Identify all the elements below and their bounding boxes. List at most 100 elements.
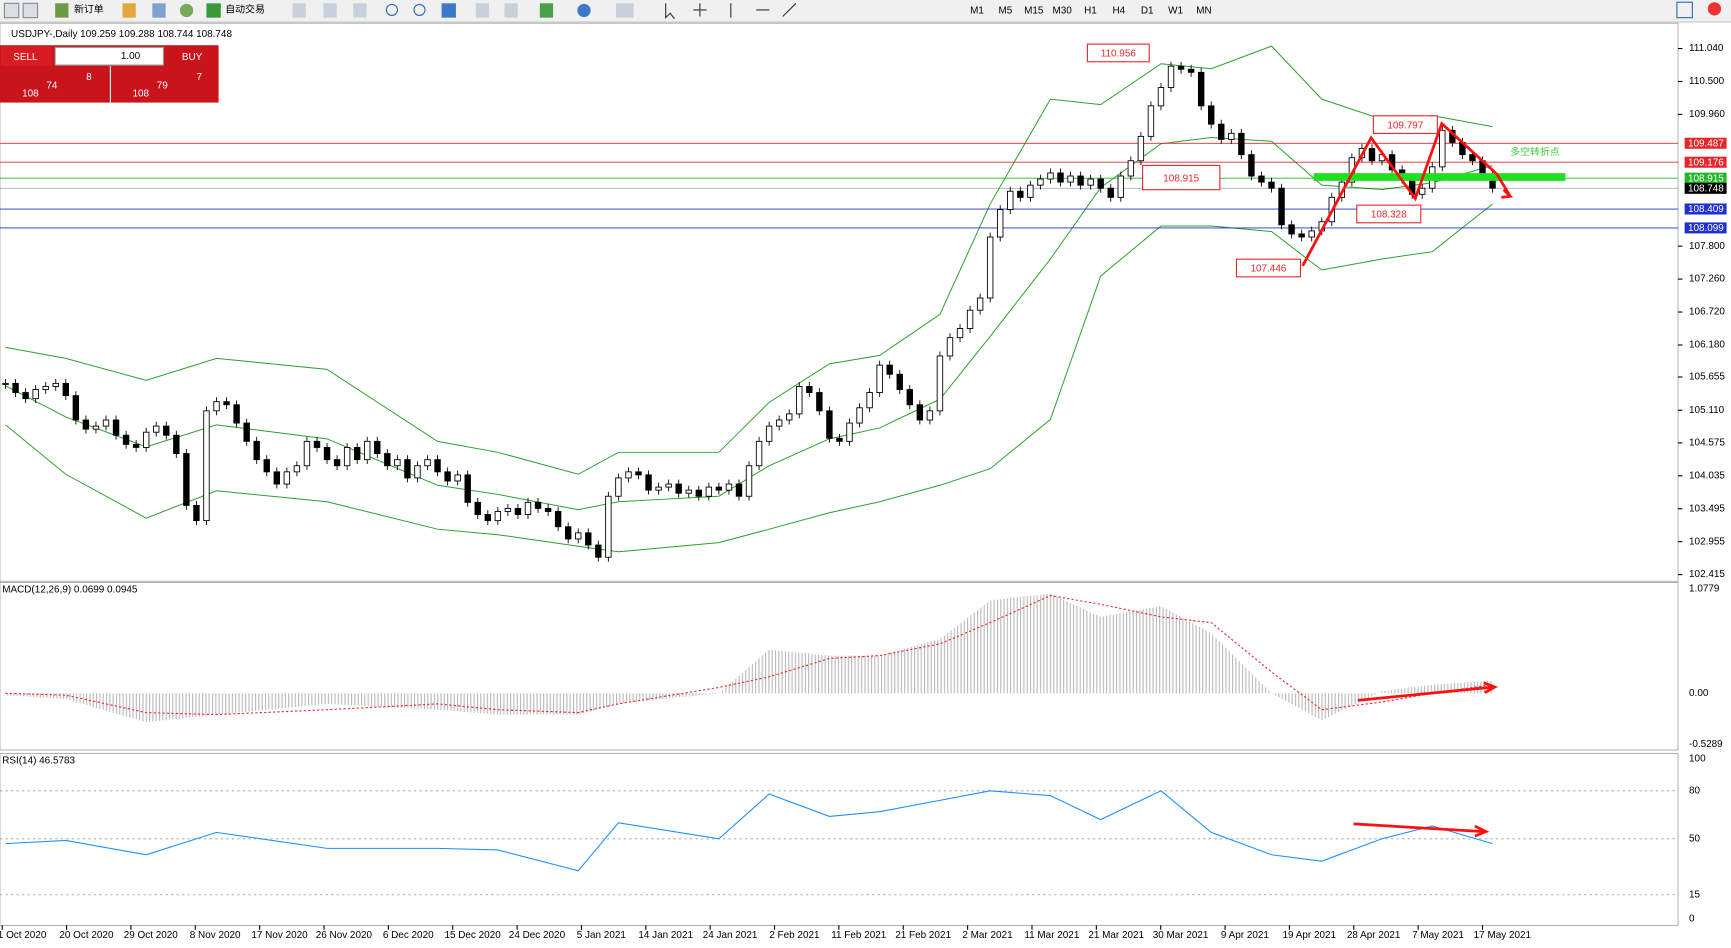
price-tick-label: 106.180	[1689, 340, 1725, 351]
date-label: 29 Oct 2020	[124, 930, 179, 941]
candle	[956, 328, 964, 339]
date-label: 24 Dec 2020	[509, 930, 566, 941]
price-big[interactable]: 108	[22, 88, 39, 99]
icon[interactable]	[3, 2, 20, 19]
icon[interactable]	[475, 3, 490, 18]
arrow	[1353, 822, 1484, 833]
candle	[1258, 175, 1265, 183]
date-label: 9 Apr 2021	[1221, 930, 1270, 941]
rsi-tick-label: 100	[1689, 753, 1706, 764]
icon[interactable]	[323, 3, 337, 18]
price-big[interactable]: 108	[132, 88, 149, 99]
candle	[1298, 233, 1305, 238]
price-main[interactable]: 74	[46, 81, 58, 92]
candle	[1037, 178, 1044, 186]
arrow	[1501, 188, 1514, 199]
candle	[886, 364, 893, 375]
bollinger-upper	[5, 45, 1493, 475]
timeframe-button[interactable]: M5	[998, 6, 1012, 17]
price-tick-label: 111.040	[1689, 43, 1724, 54]
price-tag	[1684, 182, 1727, 194]
timeframe-button[interactable]: W1	[1168, 6, 1183, 17]
date-label: 8 Nov 2020	[190, 930, 241, 941]
icon[interactable]	[292, 3, 306, 18]
candle	[12, 382, 19, 393]
candle	[765, 425, 773, 442]
timeframe-button[interactable]: M15	[1024, 6, 1044, 17]
candle	[1368, 148, 1376, 162]
lot-input[interactable]	[54, 46, 164, 66]
candle	[313, 440, 321, 448]
timeframe-button[interactable]: H1	[1084, 6, 1097, 17]
icon[interactable]	[179, 3, 194, 18]
candle	[615, 477, 622, 497]
toolbar-label[interactable]: 自动交易	[225, 3, 265, 16]
price-tick-label: 106.720	[1689, 307, 1725, 318]
macd-tick-label: 1.0779	[1689, 584, 1720, 595]
candle	[233, 404, 240, 424]
icon[interactable]	[616, 3, 634, 18]
candle	[876, 364, 883, 393]
date-label: 14 Jan 2021	[638, 930, 693, 941]
candle	[1288, 224, 1295, 235]
candle	[695, 489, 702, 497]
price-tick-label: 105.655	[1689, 372, 1725, 383]
price-main[interactable]: 79	[157, 81, 169, 92]
notification[interactable]	[1707, 2, 1722, 16]
icon[interactable]	[539, 3, 554, 18]
timeframe-button[interactable]: M30	[1052, 6, 1072, 17]
candle	[1248, 154, 1255, 177]
date-label: 26 Nov 2020	[316, 930, 373, 941]
lot-value[interactable]: 1.00	[121, 51, 141, 62]
arrow	[1301, 121, 1512, 267]
candle	[1469, 154, 1476, 162]
toolbar-label[interactable]: 新订单	[74, 3, 104, 16]
icon[interactable]	[665, 3, 675, 20]
annotation-box	[1372, 115, 1438, 135]
candle	[283, 471, 291, 485]
sell-button[interactable]	[1, 46, 52, 67]
date-label: 5 Jan 2021	[577, 930, 627, 941]
candle	[1167, 65, 1175, 89]
timeframe-button[interactable]: H4	[1113, 6, 1126, 17]
icon[interactable]	[152, 3, 166, 18]
chart-header: USDJPY-,Daily 109.259 109.288 108.744 10…	[11, 29, 232, 40]
buy-label[interactable]: BUY	[182, 52, 203, 63]
candle	[1117, 175, 1124, 198]
macd-tick-label: 0.00	[1689, 688, 1709, 699]
icon[interactable]	[122, 3, 136, 18]
icon[interactable]	[22, 2, 39, 19]
date-label: 21 Feb 2021	[895, 930, 951, 941]
candle	[544, 508, 552, 512]
timeframe-button[interactable]: D1	[1141, 6, 1154, 17]
icon[interactable]	[353, 3, 367, 18]
candle	[725, 483, 733, 491]
candle	[745, 465, 753, 497]
icon[interactable]	[577, 3, 591, 18]
candle	[203, 410, 210, 522]
icon[interactable]	[693, 3, 707, 17]
price-tag	[1684, 222, 1727, 234]
candle	[605, 495, 612, 558]
annotation: 109.797	[1387, 120, 1423, 131]
search-icon[interactable]	[1676, 1, 1693, 19]
candle	[554, 511, 562, 528]
icon[interactable]	[385, 3, 398, 16]
candle	[153, 425, 160, 433]
candle	[1439, 129, 1446, 168]
icon[interactable]	[730, 2, 797, 18]
price-small[interactable]: 7	[197, 72, 203, 83]
icon[interactable]	[441, 3, 456, 18]
icon[interactable]	[504, 3, 518, 18]
candle	[273, 471, 281, 485]
icon[interactable]	[206, 3, 221, 18]
timeframe-button[interactable]: MN	[1196, 6, 1211, 17]
timeframe-button[interactable]: M1	[970, 6, 984, 17]
sell-label[interactable]: SELL	[13, 52, 38, 63]
candle	[534, 501, 542, 509]
candle	[1077, 175, 1084, 186]
date-label: 17 May 2021	[1474, 930, 1532, 941]
price-small[interactable]: 8	[86, 72, 92, 83]
icon[interactable]	[55, 3, 69, 18]
icon[interactable]	[413, 3, 426, 16]
